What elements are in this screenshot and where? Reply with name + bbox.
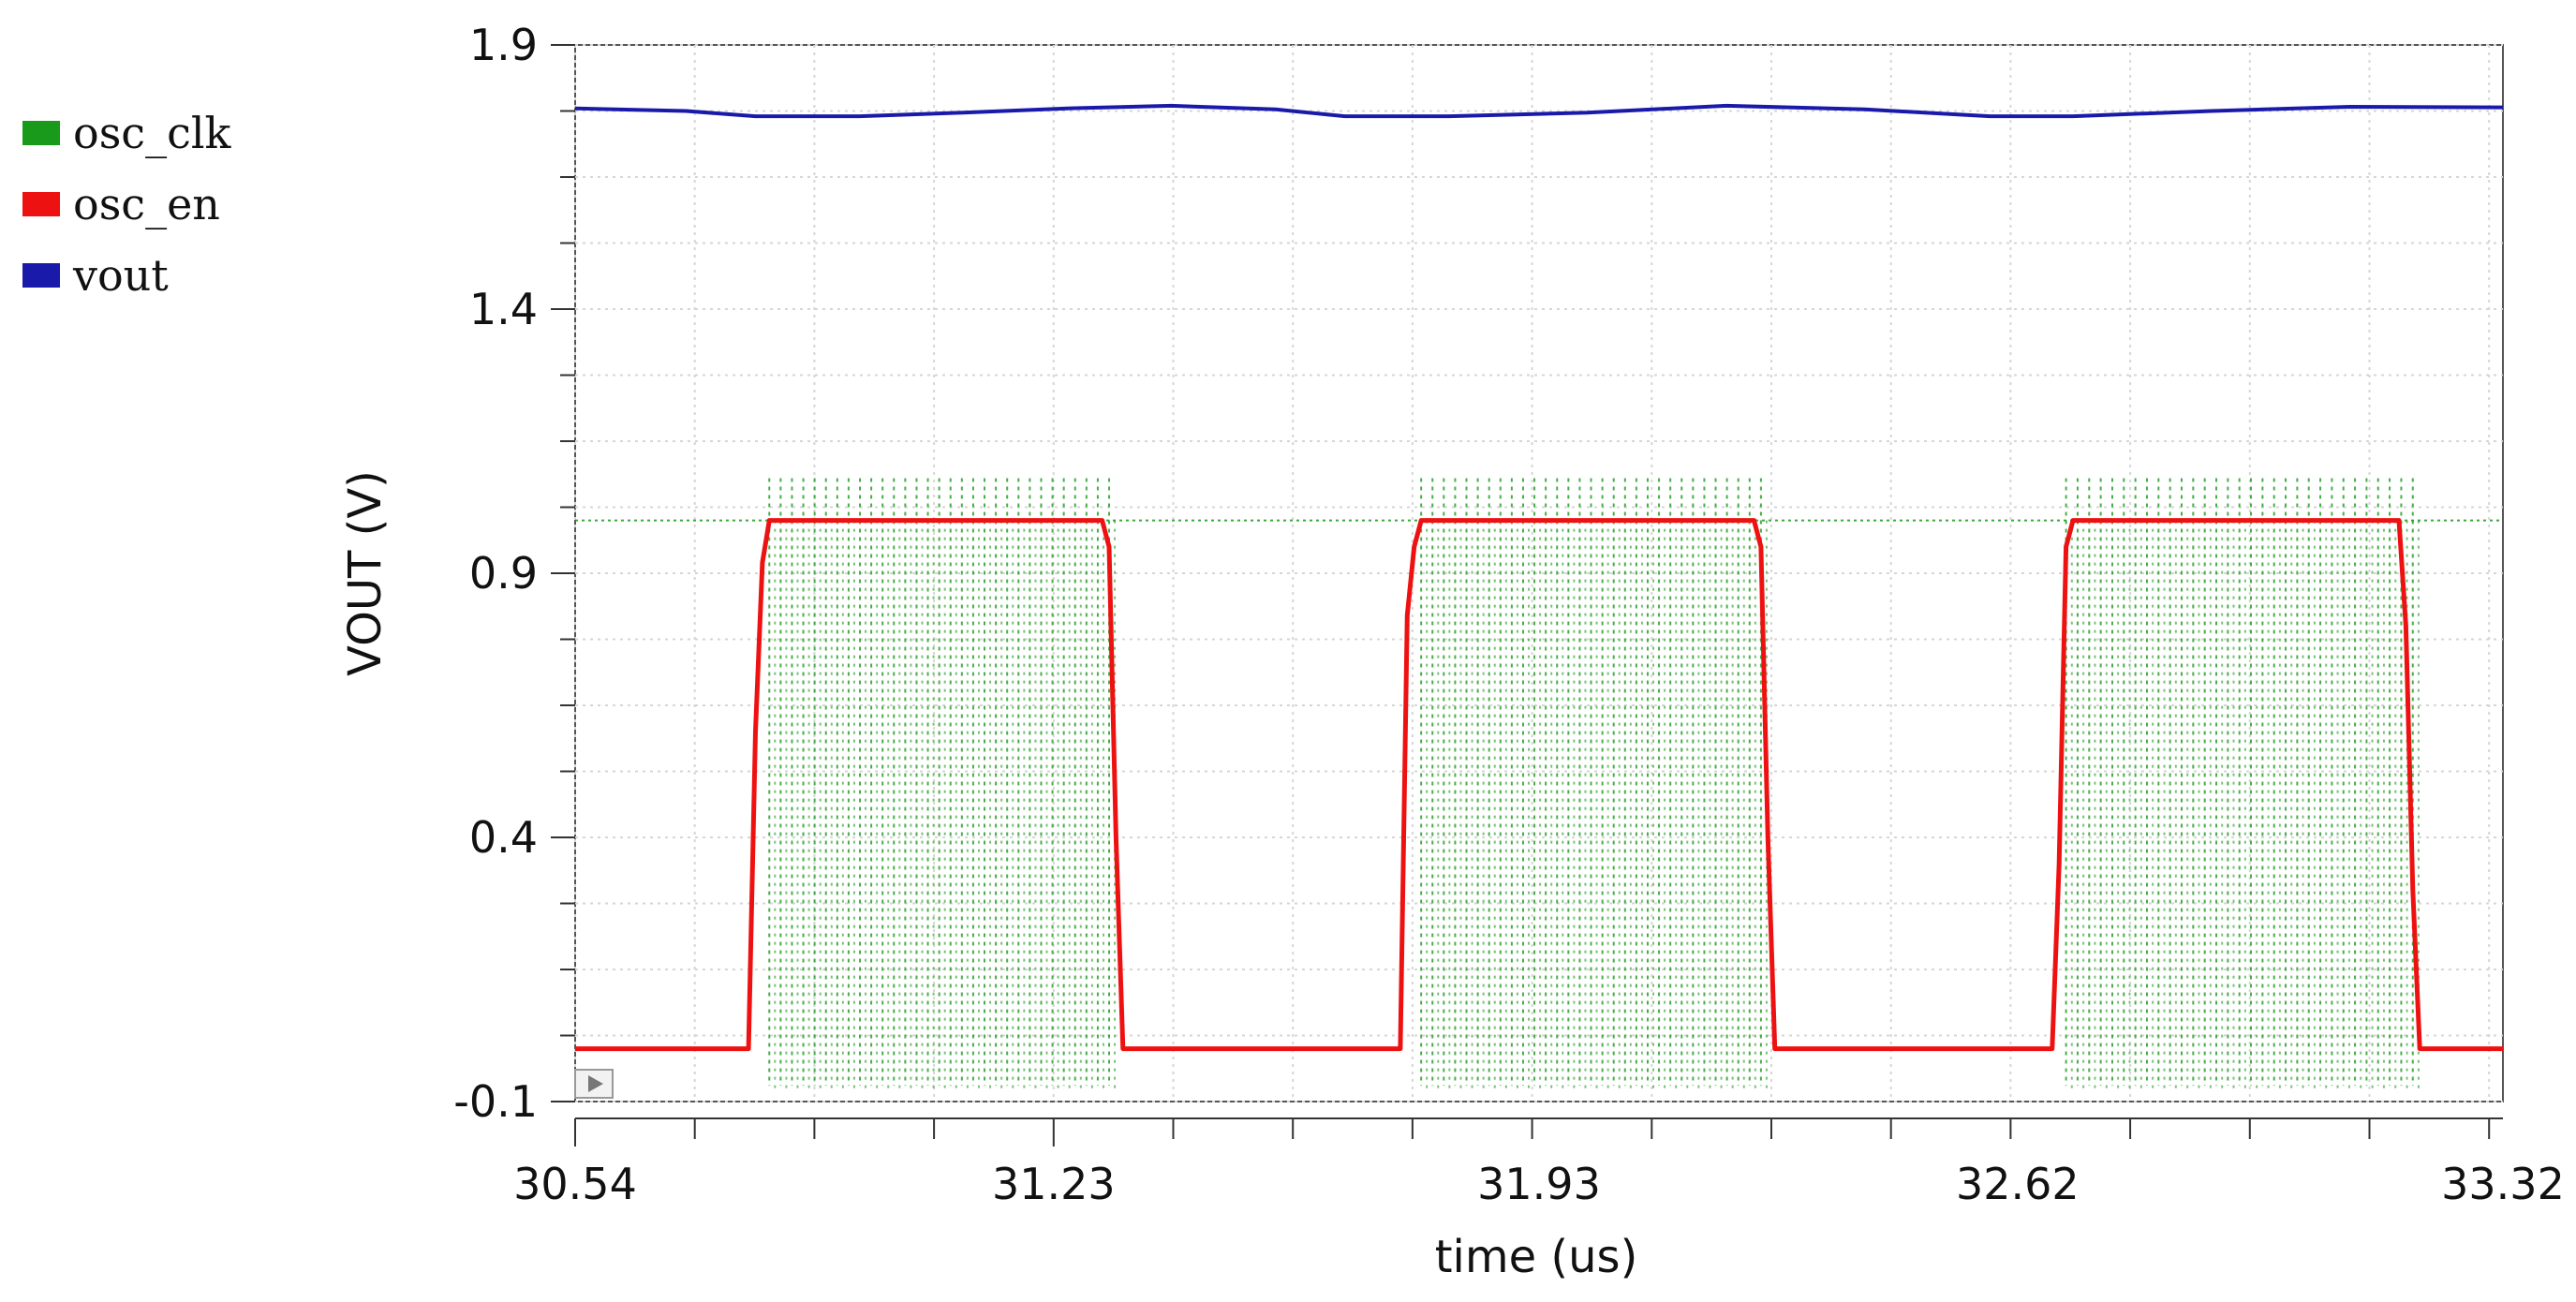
legend: osc_clk osc_en vout bbox=[22, 97, 230, 311]
plot-area bbox=[574, 44, 2504, 1102]
legend-item-osc-clk[interactable]: osc_clk bbox=[22, 97, 230, 169]
legend-label: osc_en bbox=[73, 179, 220, 229]
legend-swatch bbox=[22, 192, 60, 216]
legend-item-osc-en[interactable]: osc_en bbox=[22, 169, 230, 240]
y-axis: -0.1 0.4 0.9 1.4 1.9 bbox=[453, 20, 575, 1127]
y-axis-title: VOUT (V) bbox=[339, 470, 392, 676]
series-osc-en-line bbox=[575, 518, 2503, 1052]
y-tick-label: 1.4 bbox=[469, 284, 538, 334]
legend-label: vout bbox=[73, 250, 169, 301]
y-tick-label: -0.1 bbox=[453, 1076, 538, 1127]
series-layer bbox=[575, 103, 2503, 1091]
y-tick-label: 1.9 bbox=[469, 20, 538, 70]
legend-swatch bbox=[22, 121, 60, 145]
x-tick-label: 31.23 bbox=[992, 1159, 1116, 1209]
x-tick-label: 30.54 bbox=[513, 1159, 637, 1209]
legend-label: osc_clk bbox=[73, 108, 231, 158]
x-tick-label: 31.93 bbox=[1477, 1159, 1601, 1209]
legend-item-vout[interactable]: vout bbox=[22, 240, 230, 311]
x-axis: 30.54 31.23 31.93 32.62 33.32 bbox=[513, 1117, 2565, 1209]
series-vout-line bbox=[575, 103, 2503, 119]
playback-icon[interactable] bbox=[574, 1069, 614, 1099]
x-tick-label: 33.32 bbox=[2441, 1159, 2565, 1209]
x-axis-title: time (us) bbox=[1435, 1231, 1638, 1283]
x-tick-label: 32.62 bbox=[1956, 1159, 2080, 1209]
y-tick-label: 0.9 bbox=[469, 548, 538, 599]
legend-swatch bbox=[22, 263, 60, 288]
y-tick-label: 0.4 bbox=[469, 812, 538, 863]
